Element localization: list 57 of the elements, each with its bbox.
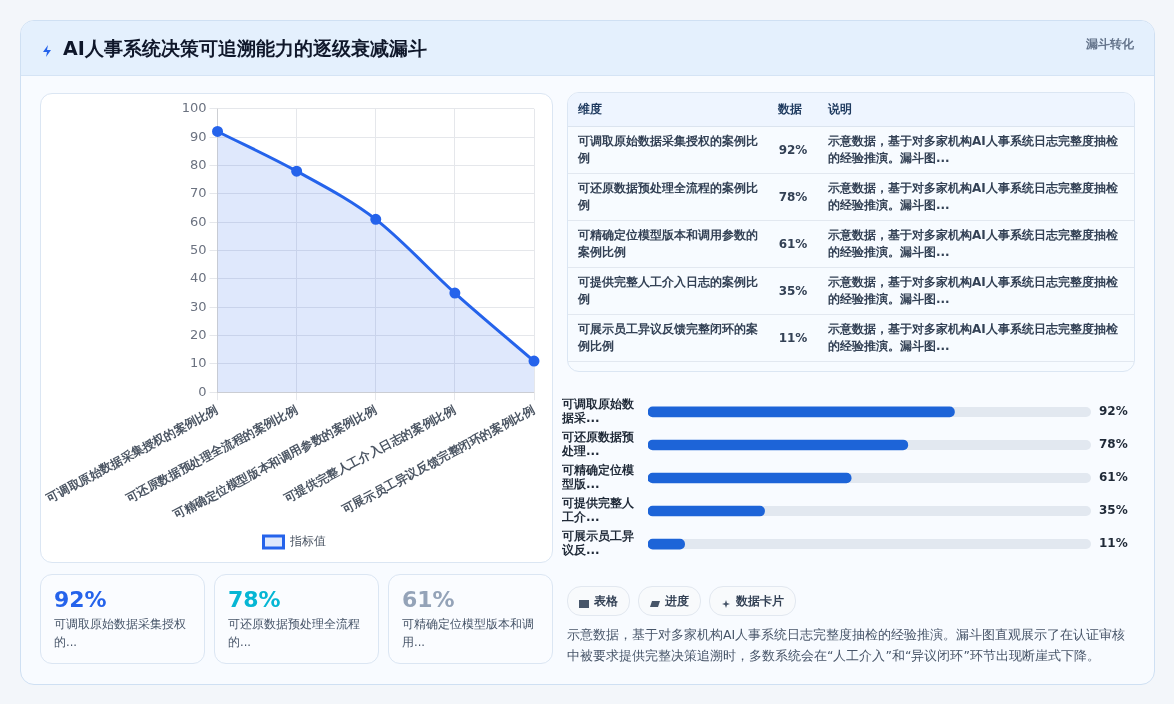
text: 78% — [778, 189, 808, 204]
y-tick-label: 100 — [181, 100, 207, 116]
category-label: 可提供完整人工介入日志的案例比例 — [568, 267, 768, 315]
y-tick-label: 90 — [189, 128, 207, 144]
text: 35% — [778, 283, 808, 298]
data-label: 11% — [1099, 536, 1128, 551]
y-tick-label: 可提供完整人工介... — [561, 495, 635, 525]
text: 进度 — [665, 593, 689, 609]
text: 数据卡片 — [736, 593, 784, 609]
y-tick-label: 70 — [189, 185, 207, 201]
data-label: 61% — [1099, 470, 1128, 485]
category-label: 可还原数据预处理全流程的案例比例 — [568, 173, 768, 221]
legend-label: 指标值 — [288, 534, 326, 549]
point — [449, 287, 461, 299]
category-label: 可精确定位模型版本和调用参数的案例比例 — [568, 220, 768, 268]
data-label: 92% — [1099, 404, 1128, 419]
text: 示意数据，基于对多家机构AI人事系统日志完整度抽检的经验推演。漏斗图直观展示了在认证审核中被要求提供完整决策追溯时，多数系统会在“人工介入”和“异议闭环”环节出现断崖式下降。 — [567, 626, 1127, 665]
text: 11% — [778, 330, 808, 345]
data-label: 78% — [1099, 437, 1128, 452]
point — [528, 355, 540, 367]
y-tick-label: 0 — [198, 383, 207, 399]
text: 示意数据，基于对多家机构AI人事系统日志完整度抽检的经验推演。漏斗图... — [818, 173, 1134, 221]
text: 示意数据，基于对多家机构AI人事系统日志完整度抽检的经验推演。漏斗图... — [818, 314, 1134, 362]
category-label: 可展示员工异议反馈完整闭环的案例比例 — [568, 314, 768, 362]
y-tick-label: 50 — [189, 241, 207, 257]
text: 61% — [402, 587, 455, 612]
text: 示意数据，基于对多家机构AI人事系统日志完整度抽检的经验推演。漏斗图... — [818, 267, 1134, 315]
text: 92% — [54, 587, 107, 612]
text: 维度 — [568, 93, 768, 127]
y-tick-label: 40 — [189, 270, 207, 286]
text: 92% — [778, 142, 808, 157]
y-tick-label: 20 — [189, 326, 207, 342]
point — [370, 213, 382, 225]
data-label: 35% — [1099, 503, 1128, 518]
text: 漏斗转化 — [1086, 36, 1134, 53]
chart-title: AI人事系统决策可追溯能力的逐级衰减漏斗 — [63, 36, 427, 61]
text: 61% — [778, 236, 808, 251]
y-tick-label: 30 — [189, 298, 207, 314]
text: 数据 — [768, 93, 818, 127]
category-label: 可调取原始数据采集授权的... — [54, 616, 187, 651]
category-label: 可调取原始数据采集授权的案例比例 — [568, 126, 768, 174]
y-tick-label: 60 — [189, 213, 207, 229]
point — [291, 165, 303, 177]
category-label: 可精确定位模型版本和调用... — [402, 616, 535, 651]
y-tick-label: 80 — [189, 156, 207, 172]
y-tick-label: 可还原数据预处理... — [561, 429, 635, 459]
text: 说明 — [818, 93, 1134, 127]
text: 78% — [228, 587, 281, 612]
bar — [648, 538, 685, 550]
y-tick-label: 可展示员工异议反... — [561, 529, 634, 558]
text: 示意数据，基于对多家机构AI人事系统日志完整度抽检的经验推演。漏斗图... — [818, 126, 1134, 174]
y-tick-label: 可调取原始数据采... — [561, 396, 635, 426]
category-label: 可还原数据预处理全流程的... — [228, 616, 361, 651]
y-tick-label: 可精确定位模型版... — [561, 462, 634, 492]
text: 表格 — [594, 593, 618, 609]
text: 示意数据，基于对多家机构AI人事系统日志完整度抽检的经验推演。漏斗图... — [818, 220, 1134, 268]
y-tick-label: 10 — [189, 355, 207, 371]
